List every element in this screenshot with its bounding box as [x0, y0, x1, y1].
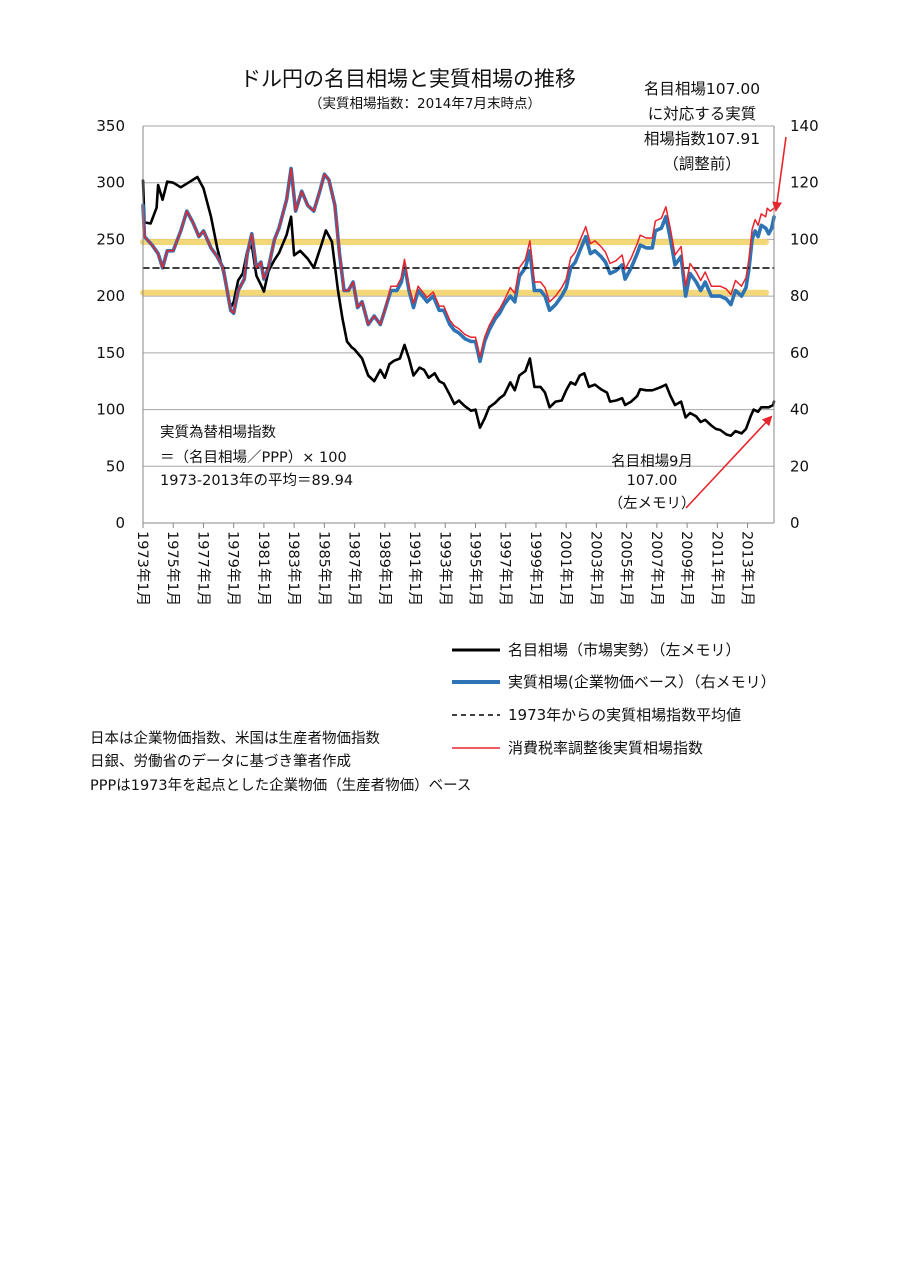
x-tick-label: 1985年1月	[315, 531, 332, 606]
y-right-tick-label: 20	[790, 457, 809, 475]
annotation-top-right-line: 相場指数107.91	[644, 130, 760, 148]
series-lines	[141, 166, 776, 437]
x-tick-label: 1983年1月	[285, 531, 302, 606]
x-tick-label: 2007年1月	[648, 531, 665, 606]
y-right-tick-label: 140	[790, 117, 819, 135]
annotation-nominal-line: 107.00	[627, 473, 678, 489]
x-tick-label: 1989年1月	[376, 531, 393, 606]
y-left-tick-label: 50	[106, 457, 125, 475]
x-axis-ticks: 1973年1月 1975年1月 1977年1月 1979年1月 1981年1月 1983年…	[134, 523, 756, 606]
y-right-tick-label: 120	[790, 174, 819, 192]
annotation-top-right-line: 名目相場107.00	[644, 80, 760, 98]
y-left-tick-label: 0	[115, 514, 125, 532]
x-tick-label: 2005年1月	[618, 531, 635, 606]
legend-label: 実質相場(企業物価ベース）（右メモリ）	[508, 673, 776, 691]
series-line	[141, 175, 776, 437]
x-tick-label: 1981年1月	[255, 531, 272, 606]
series-line	[141, 166, 776, 364]
x-tick-label: 1973年1月	[134, 531, 151, 606]
arrow-to-real-index	[772, 136, 787, 212]
x-tick-label: 1999年1月	[527, 531, 544, 606]
x-tick-label: 1991年1月	[406, 531, 423, 606]
x-tick-label: 2003年1月	[587, 531, 604, 606]
annotation-top-right-line: （調整前）	[663, 155, 741, 173]
x-tick-label: 2001年1月	[557, 531, 574, 606]
chart-title: ドル円の名目相場と実質相場の推移	[240, 67, 576, 91]
y-left-tick-label: 150	[96, 344, 125, 362]
footnote-line: PPPは1973年を起点とした企業物価（生産者物価）ベース	[90, 776, 471, 794]
x-tick-label: 1993年1月	[436, 531, 453, 606]
legend-label: 名目相場（市場実勢）（左メモリ）	[508, 641, 741, 659]
y-left-tick-label: 200	[96, 287, 125, 305]
x-tick-label: 2009年1月	[678, 531, 695, 606]
annotation-formula-line: ＝（名目相場／PPP）× 100	[160, 449, 347, 466]
annotation-top-right-line: に対応する実質	[648, 105, 757, 123]
x-tick-label: 1987年1月	[346, 531, 363, 606]
y-right-tick-label: 60	[790, 344, 809, 362]
legend-label: 1973年からの実質相場指数平均値	[508, 706, 741, 724]
x-tick-label: 1975年1月	[164, 531, 181, 606]
x-tick-label: 2013年1月	[739, 531, 756, 606]
series-line	[142, 167, 775, 358]
annotation-nominal-line: 名目相場9月	[611, 453, 693, 470]
y-left-tick-label: 300	[96, 174, 125, 192]
footnote-line: 日本は企業物価指数、米国は生産者物価指数	[90, 729, 380, 747]
chart-subtitle: （実質相場指数：2014年7月末時点）	[309, 96, 541, 112]
x-tick-label: 2011年1月	[708, 531, 725, 606]
arrow-to-nominal-rate	[685, 415, 773, 509]
legend-label: 消費税率調整後実質相場指数	[508, 739, 703, 757]
x-tick-label: 1997年1月	[497, 531, 514, 606]
annotation-formula-line: 実質為替相場指数	[160, 423, 276, 441]
annotation-formula-line: 1973-2013年の平均＝89.94	[160, 472, 353, 489]
y-right-tick-label: 100	[790, 230, 819, 248]
legend: 名目相場（市場実勢）（左メモリ） 実質相場(企業物価ベース）（右メモリ） 1973年…	[452, 641, 776, 757]
reference-bands	[140, 238, 769, 296]
y-axis-left-ticks: 0 50 100 150 200 250 300 350	[96, 117, 125, 532]
y-right-tick-label: 40	[790, 401, 809, 419]
x-tick-label: 1977年1月	[195, 531, 212, 606]
y-left-tick-label: 100	[96, 401, 125, 419]
y-left-tick-label: 350	[96, 117, 125, 135]
axes	[142, 126, 775, 524]
x-tick-label: 1995年1月	[467, 531, 484, 606]
annotation-nominal-line: （左メモリ）	[609, 495, 696, 512]
y-axis-right-ticks: 0 20 40 60 80 100 120 140	[790, 117, 819, 532]
y-right-tick-label: 0	[790, 514, 800, 532]
x-tick-label: 1979年1月	[225, 531, 242, 606]
y-left-tick-label: 250	[96, 230, 125, 248]
footnote-line: 日銀、労働省のデータに基づき筆者作成	[90, 752, 351, 770]
y-right-tick-label: 80	[790, 287, 809, 305]
